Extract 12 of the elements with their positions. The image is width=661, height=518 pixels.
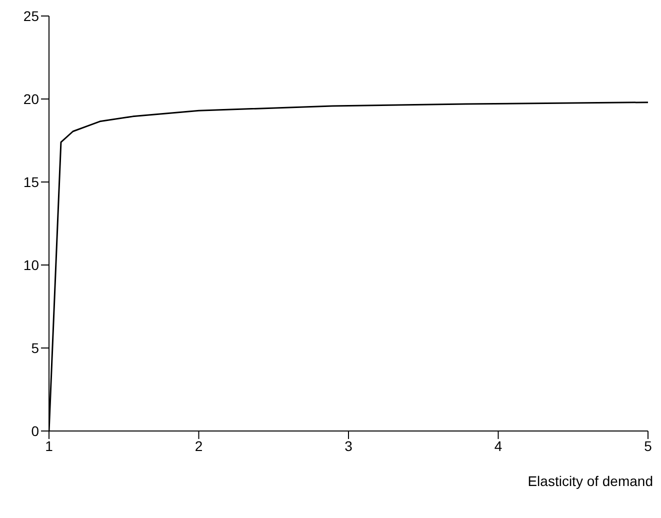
x-tick-label: 5 xyxy=(644,438,652,454)
x-axis-title: Elasticity of demand xyxy=(526,473,653,489)
y-tick-label: 25 xyxy=(23,8,40,24)
y-tick-label: 10 xyxy=(23,256,40,273)
x-tick-label: 3 xyxy=(344,438,353,454)
y-tick-label: 0 xyxy=(31,422,40,439)
y-tick-label: 15 xyxy=(23,174,40,190)
y-tick-label: 20 xyxy=(23,90,40,107)
x-tick-label: 4 xyxy=(494,438,502,454)
x-tick-label: 1 xyxy=(45,438,54,454)
x-tick-label: 2 xyxy=(194,438,203,454)
y-tick-label: 5 xyxy=(31,340,40,356)
